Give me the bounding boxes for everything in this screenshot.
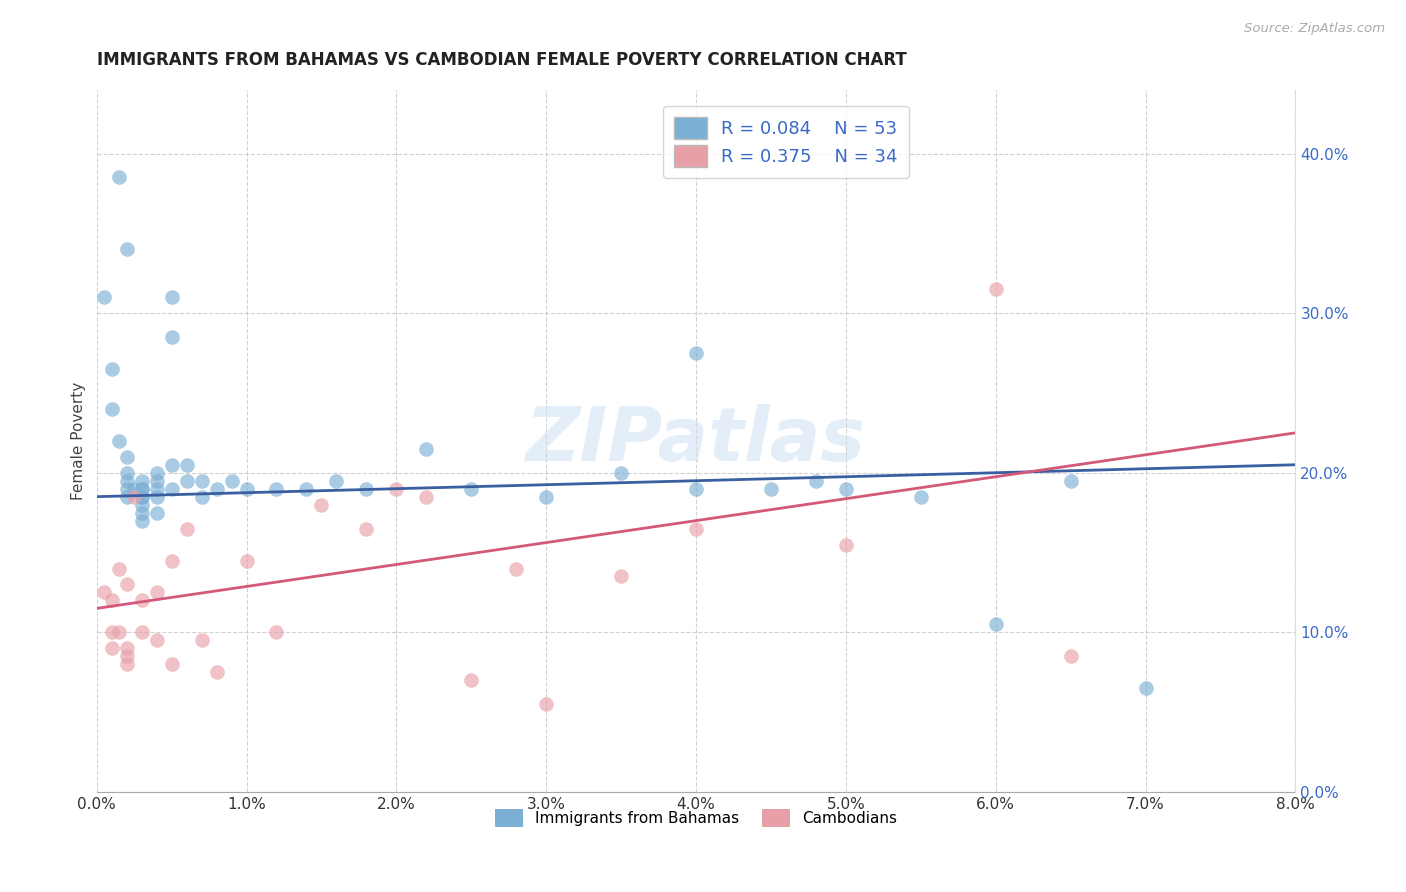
- Point: [1135, 681, 1157, 696]
- Point: [131, 514, 153, 528]
- Point: [115, 657, 138, 672]
- Point: [108, 170, 131, 185]
- Point: [984, 617, 1007, 632]
- Legend: Immigrants from Bahamas, Cambodians: Immigrants from Bahamas, Cambodians: [489, 803, 903, 833]
- Point: [205, 482, 228, 496]
- Point: [115, 490, 138, 504]
- Point: [100, 593, 122, 607]
- Point: [145, 633, 167, 648]
- Point: [311, 498, 333, 512]
- Point: [534, 490, 557, 504]
- Point: [460, 673, 482, 688]
- Y-axis label: Female Poverty: Female Poverty: [72, 382, 86, 500]
- Point: [131, 506, 153, 520]
- Point: [610, 466, 633, 480]
- Point: [115, 450, 138, 464]
- Point: [176, 474, 198, 488]
- Point: [145, 482, 167, 496]
- Point: [115, 577, 138, 591]
- Point: [910, 490, 932, 504]
- Point: [131, 482, 153, 496]
- Point: [176, 522, 198, 536]
- Point: [131, 490, 153, 504]
- Point: [160, 290, 183, 304]
- Point: [835, 537, 858, 551]
- Point: [115, 242, 138, 256]
- Point: [385, 482, 408, 496]
- Point: [122, 482, 145, 496]
- Point: [100, 641, 122, 656]
- Point: [131, 498, 153, 512]
- Point: [145, 585, 167, 599]
- Point: [122, 490, 145, 504]
- Point: [160, 458, 183, 472]
- Point: [235, 482, 257, 496]
- Point: [145, 466, 167, 480]
- Point: [160, 330, 183, 344]
- Point: [131, 625, 153, 640]
- Point: [415, 442, 437, 456]
- Point: [804, 474, 827, 488]
- Point: [115, 649, 138, 664]
- Point: [460, 482, 482, 496]
- Point: [160, 482, 183, 496]
- Point: [190, 633, 212, 648]
- Point: [108, 625, 131, 640]
- Point: [685, 346, 707, 360]
- Point: [534, 697, 557, 711]
- Text: Source: ZipAtlas.com: Source: ZipAtlas.com: [1244, 22, 1385, 36]
- Point: [1060, 649, 1083, 664]
- Text: IMMIGRANTS FROM BAHAMAS VS CAMBODIAN FEMALE POVERTY CORRELATION CHART: IMMIGRANTS FROM BAHAMAS VS CAMBODIAN FEM…: [97, 51, 907, 69]
- Point: [295, 482, 318, 496]
- Point: [93, 290, 115, 304]
- Point: [984, 282, 1007, 296]
- Point: [176, 458, 198, 472]
- Point: [100, 625, 122, 640]
- Point: [505, 561, 527, 575]
- Point: [835, 482, 858, 496]
- Point: [685, 522, 707, 536]
- Point: [115, 466, 138, 480]
- Point: [235, 553, 257, 567]
- Point: [1060, 474, 1083, 488]
- Point: [100, 362, 122, 376]
- Point: [145, 474, 167, 488]
- Point: [325, 474, 347, 488]
- Point: [356, 482, 378, 496]
- Point: [131, 593, 153, 607]
- Point: [266, 482, 288, 496]
- Point: [221, 474, 243, 488]
- Point: [205, 665, 228, 680]
- Text: ZIPatlas: ZIPatlas: [526, 404, 866, 477]
- Point: [145, 490, 167, 504]
- Point: [108, 561, 131, 575]
- Point: [759, 482, 782, 496]
- Point: [190, 490, 212, 504]
- Point: [356, 522, 378, 536]
- Point: [131, 474, 153, 488]
- Point: [160, 657, 183, 672]
- Point: [685, 482, 707, 496]
- Point: [93, 585, 115, 599]
- Point: [131, 490, 153, 504]
- Point: [131, 482, 153, 496]
- Point: [415, 490, 437, 504]
- Point: [160, 553, 183, 567]
- Point: [190, 474, 212, 488]
- Point: [115, 474, 138, 488]
- Point: [266, 625, 288, 640]
- Point: [100, 401, 122, 416]
- Point: [610, 569, 633, 583]
- Point: [145, 506, 167, 520]
- Point: [115, 482, 138, 496]
- Point: [108, 434, 131, 448]
- Point: [115, 641, 138, 656]
